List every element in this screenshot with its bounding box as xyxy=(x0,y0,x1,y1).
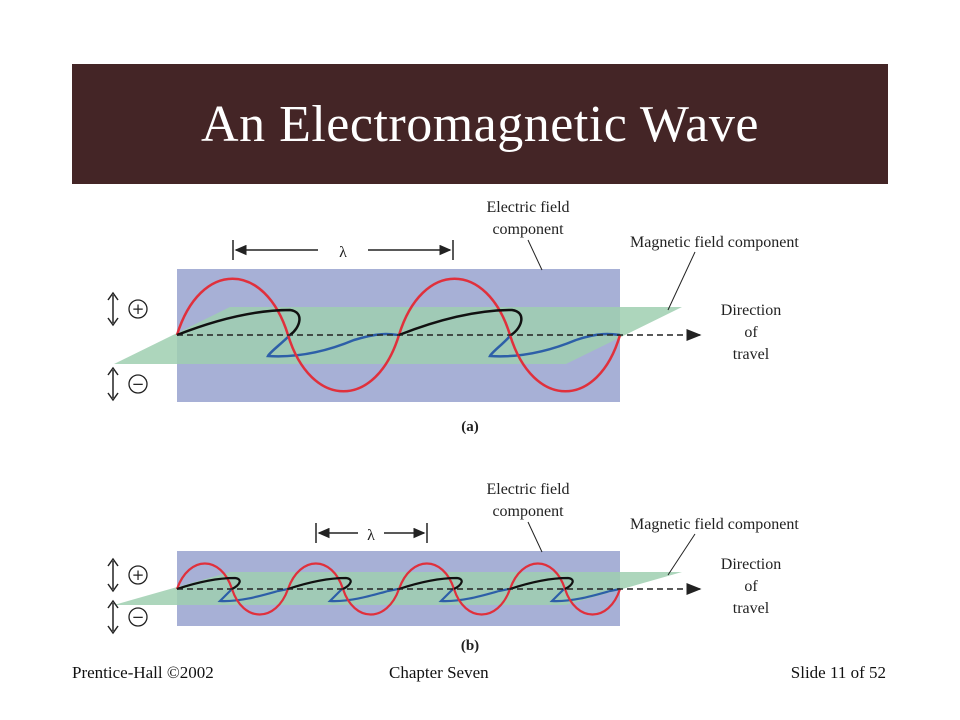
direction-label-3: travel xyxy=(733,600,770,617)
wavelength-symbol: λ xyxy=(339,244,347,261)
svg-text:−: − xyxy=(132,375,145,393)
magnetic-field-leader xyxy=(667,251,696,311)
electric-field-leader xyxy=(527,521,543,553)
slide-title: An Electromagnetic Wave xyxy=(201,95,759,153)
panel-caption: (b) xyxy=(461,638,479,654)
electric-field-label: Electric field xyxy=(486,481,569,498)
minus-indicator: − xyxy=(107,599,148,635)
magnetic-wave-back xyxy=(217,587,621,603)
magnetic-wave-front xyxy=(176,308,523,337)
footer-slide-number: Slide 11 of 52 xyxy=(790,663,886,682)
panel-caption: (a) xyxy=(461,419,479,435)
svg-text:+: + xyxy=(132,300,145,318)
electric-field-label-2: component xyxy=(492,221,564,238)
panel-b: λ Electric field component Magnetic fiel… xyxy=(107,481,799,654)
magnetic-wave-front xyxy=(176,576,574,591)
direction-label-1: Direction xyxy=(721,302,781,319)
direction-label-3: travel xyxy=(733,346,770,363)
magnetic-field-label: Magnetic field component xyxy=(630,234,799,251)
footer-publisher: Prentice-Hall ©2002 xyxy=(72,663,214,682)
magnetic-field-label: Magnetic field component xyxy=(630,516,799,533)
wavelength-symbol: λ xyxy=(367,527,375,544)
minus-indicator: − xyxy=(107,366,148,402)
title-bar: An Electromagnetic Wave xyxy=(72,64,888,184)
plus-indicator: + xyxy=(107,291,148,327)
magnetic-field-leader xyxy=(667,533,696,576)
plus-indicator: + xyxy=(107,557,148,593)
direction-label-2: of xyxy=(744,578,758,595)
electric-field-label-2: component xyxy=(492,503,564,520)
electric-field-leader xyxy=(527,239,543,271)
direction-label-1: Direction xyxy=(721,556,781,573)
direction-label-2: of xyxy=(744,324,758,341)
panel-a: λ Electric field component Magnetic fiel… xyxy=(107,199,799,435)
svg-text:+: + xyxy=(132,566,145,584)
svg-text:−: − xyxy=(132,608,145,626)
electric-field-label: Electric field xyxy=(486,199,569,216)
footer-chapter: Chapter Seven xyxy=(389,663,489,682)
